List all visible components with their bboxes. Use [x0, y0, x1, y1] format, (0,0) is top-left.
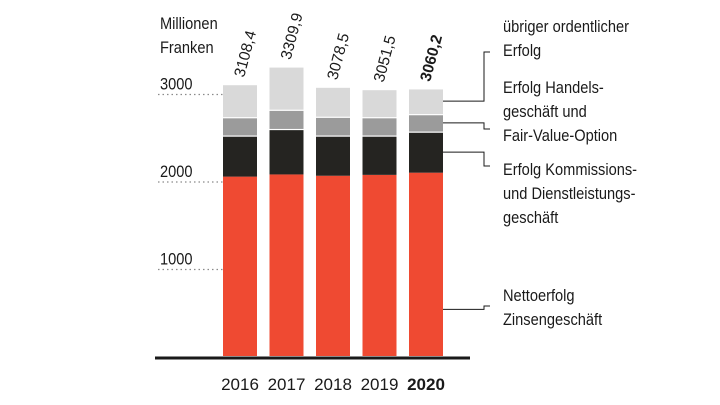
- bar-total-label: 3108,4: [231, 28, 260, 79]
- bar-segment: [269, 174, 304, 356]
- x-tick-label: 2018: [314, 375, 352, 394]
- legend-line: Erfolg Handels-: [503, 78, 604, 97]
- bar-segment: [316, 136, 350, 176]
- bars: [223, 67, 443, 356]
- bar-total-label: 3078,5: [324, 31, 353, 81]
- bar-segment: [223, 176, 257, 356]
- y-tick-label: 1000: [160, 251, 193, 269]
- x-tick-label: 2020: [407, 375, 445, 394]
- legend-line: Zinsengeschäft: [503, 310, 603, 329]
- leader-line: [443, 122, 490, 130]
- labels: 1000 2000 3000 3108,4 2016 3309,9 2017 3078,5 20…: [160, 11, 446, 394]
- bar-segment: [409, 172, 443, 356]
- bar-total-label: 3309,9: [278, 11, 307, 61]
- unit-label-line: Millionen: [160, 14, 218, 33]
- y-tick-label: 3000: [160, 76, 193, 94]
- bar-segment: [316, 117, 350, 136]
- legend-label-interest: Nettoerfolg Zinsengeschäft: [503, 284, 602, 332]
- bar-segment: [362, 118, 397, 136]
- leader-line: [443, 305, 490, 310]
- bar-total-label: 3060,2: [417, 33, 446, 83]
- bar-segment: [409, 89, 443, 115]
- bar-segment: [316, 175, 350, 356]
- bar-segment: [362, 90, 397, 118]
- leader-line: [443, 151, 490, 167]
- bar-segment: [223, 85, 257, 118]
- leader-line: [443, 51, 490, 102]
- legend-line: geschäft und: [503, 102, 587, 121]
- bar-segment: [409, 132, 443, 173]
- bar-segment: [269, 110, 304, 129]
- bar-segment: [409, 115, 443, 132]
- bar-segment: [269, 130, 304, 175]
- unit-label: Millionen Franken: [160, 12, 218, 60]
- legend-line: geschäft: [503, 208, 559, 227]
- legend-line: Erfolg: [503, 41, 542, 60]
- y-tick-label: 2000: [160, 163, 193, 181]
- x-tick-label: 2017: [268, 375, 306, 394]
- legend-label-other-income: übriger ordentlicher Erfolg: [503, 15, 629, 63]
- legend-label-trading: Erfolg Handels- geschäft und Fair-Value-…: [503, 76, 617, 148]
- legend-label-commission: Erfolg Kommissions- und Dienstleistungs-…: [503, 158, 637, 230]
- legend-line: Nettoerfolg: [503, 286, 575, 305]
- legend-line: Erfolg Kommissions-: [503, 160, 638, 179]
- bar-total-label: 3051,5: [371, 34, 400, 84]
- legend-line: und Dienstleistungs-: [503, 184, 636, 203]
- legend-line: Fair-Value-Option: [503, 126, 618, 145]
- leader-lines: [443, 51, 490, 310]
- bar-segment: [362, 174, 397, 356]
- bar-segment: [223, 118, 257, 136]
- bar-segment: [362, 136, 397, 175]
- bar-segment: [269, 67, 304, 110]
- bar-segment: [223, 136, 257, 177]
- bar-segment: [316, 87, 350, 117]
- x-tick-label: 2019: [361, 375, 399, 394]
- legend-line: übriger ordentlicher: [503, 17, 629, 36]
- x-tick-label: 2016: [221, 375, 259, 394]
- unit-label-line: Franken: [160, 38, 214, 57]
